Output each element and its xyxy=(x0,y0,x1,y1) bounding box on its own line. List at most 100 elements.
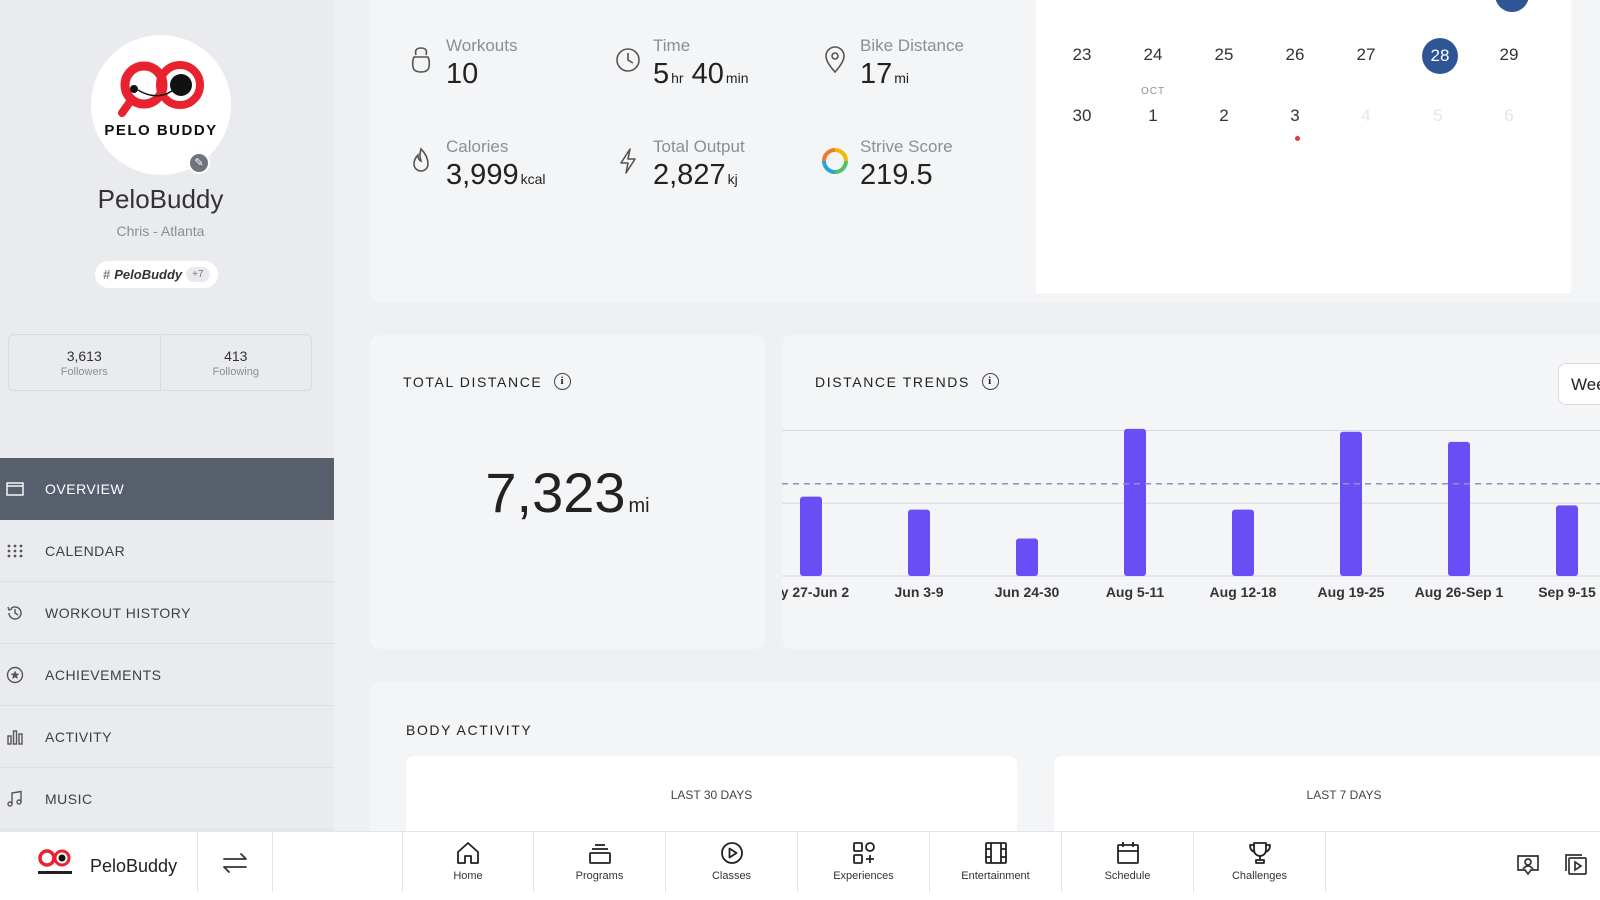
calendar-grid-icon xyxy=(7,544,23,557)
tab-experiences[interactable]: Experiences xyxy=(798,832,930,892)
followers-label: Followers xyxy=(60,366,108,378)
profile-location: Chris - Atlanta xyxy=(116,223,205,239)
calendar-day-selected[interactable]: 28 xyxy=(1422,38,1458,74)
stat-total-output-unit: kj xyxy=(727,171,738,187)
divider xyxy=(272,832,273,892)
coaching-icon[interactable] xyxy=(1515,852,1541,878)
stat-time-minutes-unit: min xyxy=(725,70,749,86)
followers-count: 3,613 xyxy=(66,348,102,364)
stat-time-hours-unit: hr xyxy=(671,70,684,86)
stat-strive-score-label: Strive Score xyxy=(860,137,953,156)
bottom-bar-profile-name[interactable]: PeloBuddy xyxy=(90,856,178,876)
pelo-buddy-logo-icon xyxy=(118,61,204,117)
stat-time-value: 5 hr 40 min xyxy=(653,58,748,91)
play-circle-icon xyxy=(720,842,743,864)
tab-home[interactable]: Home xyxy=(402,832,534,892)
chart-bar[interactable] xyxy=(908,509,930,576)
stat-strive-score-value: 219.5 xyxy=(860,159,933,191)
stat-time-minutes: 40 xyxy=(691,58,724,90)
sidebar-item-music[interactable]: MUSIC xyxy=(0,768,334,830)
following-count: 413 xyxy=(224,348,248,364)
sidebar-item-activity[interactable]: ACTIVITY xyxy=(0,706,334,768)
tab-label: Experiences xyxy=(833,870,894,882)
sidebar-item-workout-history[interactable]: WORKOUT HISTORY xyxy=(0,582,334,644)
edit-avatar-icon[interactable]: ✎ xyxy=(188,152,210,174)
sidebar-item-label: OVERVIEW xyxy=(45,480,125,497)
flame-icon xyxy=(413,147,429,172)
following-label: Following xyxy=(212,366,259,378)
calendar-day[interactable]: 25 xyxy=(1214,45,1234,64)
tab-programs[interactable]: Programs xyxy=(534,832,666,892)
chart-bar[interactable] xyxy=(1016,538,1038,577)
followers-stat[interactable]: 3,613 Followers xyxy=(9,335,160,390)
film-icon xyxy=(984,842,1007,864)
hashtag-extra-count: +7 xyxy=(186,267,210,282)
calendar-day[interactable]: 27 xyxy=(1356,45,1376,64)
stat-bike-distance-number: 17 xyxy=(860,58,893,90)
follow-stats: 3,613 Followers 413 Following xyxy=(8,334,312,391)
calendar-panel xyxy=(1036,0,1571,293)
tab-entertainment[interactable]: Entertainment xyxy=(930,832,1062,892)
stat-time: Time 5 hr 40 min xyxy=(615,36,748,91)
calendar-day[interactable]: 24 xyxy=(1143,45,1163,64)
chart-bar[interactable] xyxy=(1556,505,1578,576)
tab-challenges[interactable]: Challenges xyxy=(1194,832,1326,892)
overview-icon xyxy=(6,481,24,496)
calendar-day[interactable]: 3 xyxy=(1290,106,1300,125)
chart-bar[interactable] xyxy=(1232,509,1254,576)
calendar-month-label: OCT xyxy=(1141,86,1166,97)
total-distance-number: 7,323 xyxy=(485,461,626,524)
pelo-buddy-small-logo-icon[interactable] xyxy=(36,847,74,877)
tab-schedule[interactable]: Schedule xyxy=(1062,832,1194,892)
chart-x-tick-label: Jun 24-30 xyxy=(995,584,1060,600)
tab-label: Programs xyxy=(575,870,624,882)
calendar-day[interactable]: 23 xyxy=(1072,45,1092,64)
profile-avatar[interactable]: PELO BUDDY xyxy=(91,35,231,175)
calendar-day[interactable]: 26 xyxy=(1285,45,1305,64)
calendar-day[interactable]: 29 xyxy=(1499,45,1519,64)
distance-trends-title-text: DISTANCE TRENDS xyxy=(815,373,970,390)
total-distance-title: TOTAL DISTANCE i xyxy=(403,373,572,390)
calendar-day[interactable]: 1 xyxy=(1148,106,1158,125)
sidebar-item-overview[interactable]: OVERVIEW xyxy=(0,458,334,520)
stat-strive-score: Strive Score 219.5 xyxy=(822,137,953,192)
stat-workouts-value: 10 xyxy=(446,58,479,90)
tab-label: Home xyxy=(453,870,483,882)
total-distance-unit: mi xyxy=(628,495,650,517)
chart-bar[interactable] xyxy=(800,496,822,576)
stat-workouts: Workouts 10 xyxy=(408,36,518,91)
following-stat[interactable]: 413 Following xyxy=(159,335,312,390)
chart-bar[interactable] xyxy=(1124,428,1146,576)
screen-mirror-icon[interactable] xyxy=(1563,852,1589,878)
stat-calories-number: 3,999 xyxy=(446,159,519,191)
stat-calories-value: 3,999 kcal xyxy=(446,159,545,192)
calendar-day: 4 xyxy=(1361,106,1371,125)
bar-chart-icon xyxy=(7,729,23,745)
stat-total-output-value: 2,827 kj xyxy=(653,159,745,192)
sidebar-item-label: CALENDAR xyxy=(45,542,126,559)
sidebar-item-label: ACTIVITY xyxy=(45,728,113,745)
calendar-day[interactable]: 2 xyxy=(1219,106,1229,125)
workout-indicator-dot xyxy=(1295,136,1300,141)
stat-time-hours: 5 xyxy=(653,58,670,90)
distance-trends-title: DISTANCE TRENDS i xyxy=(815,373,999,390)
hashtag-label: PeloBuddy xyxy=(114,267,183,282)
chart-x-tick-label: Aug 12-18 xyxy=(1210,584,1277,600)
chart-bar[interactable] xyxy=(1340,431,1362,576)
trend-period-select[interactable]: Wee xyxy=(1558,363,1600,405)
info-icon[interactable]: i xyxy=(554,373,572,390)
chart-bar[interactable] xyxy=(1448,441,1470,576)
hashtag-pill[interactable]: # PeloBuddy +7 xyxy=(95,261,218,288)
sidebar-nav: OVERVIEW CALENDAR WORKOUT HISTORY ACHIEV… xyxy=(0,458,334,830)
chart-x-tick-label: Aug 5-11 xyxy=(1106,584,1165,600)
sidebar-item-achievements[interactable]: ACHIEVEMENTS xyxy=(0,644,334,706)
calendar-day[interactable]: 30 xyxy=(1072,106,1092,125)
tab-classes[interactable]: Classes xyxy=(666,832,798,892)
sidebar-item-label: ACHIEVEMENTS xyxy=(45,666,162,683)
calendar-selected-partial xyxy=(1495,0,1529,12)
sidebar-item-calendar[interactable]: CALENDAR xyxy=(0,520,334,582)
info-icon[interactable]: i xyxy=(981,373,999,390)
switch-profile-icon[interactable] xyxy=(220,852,250,874)
kettlebell-icon xyxy=(411,47,431,73)
stat-bike-distance-value: 17 mi xyxy=(860,58,964,91)
